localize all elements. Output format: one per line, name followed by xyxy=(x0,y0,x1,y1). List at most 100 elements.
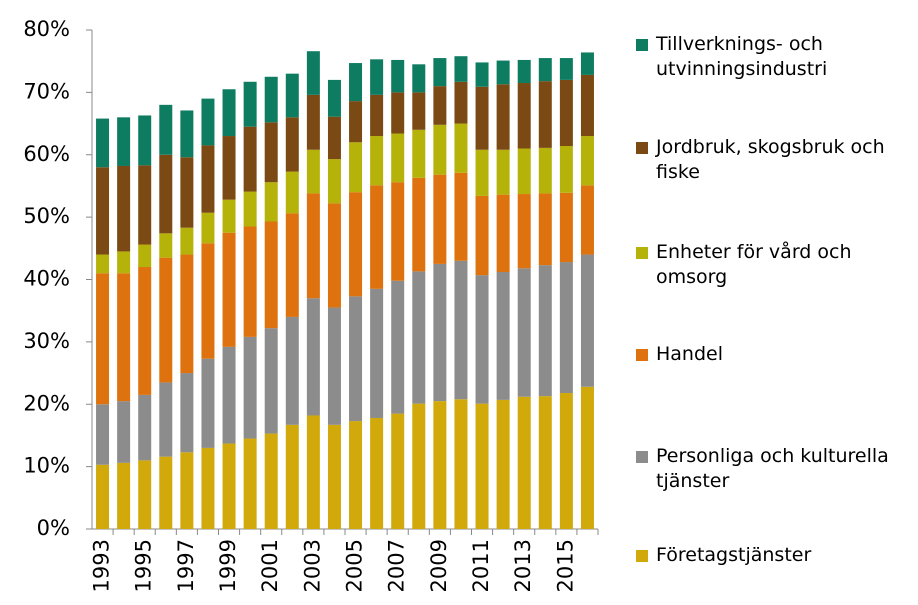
legend-label: Enheter för vård och omsorg xyxy=(656,241,852,288)
legend-swatch xyxy=(636,451,648,463)
bar-segment xyxy=(222,346,236,444)
bar-segment xyxy=(559,393,573,529)
x-tick-label: 2003 xyxy=(300,539,324,592)
legend-label: Personliga och kulturella tjänster xyxy=(656,445,889,492)
bar-segment xyxy=(433,401,447,529)
bar-segment xyxy=(117,117,131,166)
bar-segment xyxy=(475,195,489,276)
legend-swatch xyxy=(636,247,648,259)
bar-segment xyxy=(159,456,173,529)
bar-segment xyxy=(370,185,384,289)
bar-segment xyxy=(454,56,468,82)
bar-segment xyxy=(349,421,363,529)
bar-segment xyxy=(580,136,594,186)
x-tick-label: 2005 xyxy=(343,539,367,592)
bar-segment xyxy=(180,452,194,529)
bar-segment xyxy=(327,79,341,117)
bar-segment xyxy=(580,185,594,255)
bar-segment xyxy=(559,192,573,263)
bar-segment xyxy=(538,58,552,82)
bar-segment xyxy=(517,268,531,397)
bar-segment xyxy=(306,94,320,150)
bar-segment xyxy=(370,59,384,95)
bar-segment xyxy=(391,280,405,414)
bar-segment xyxy=(243,336,257,439)
bar-segment xyxy=(475,275,489,404)
bar-segment xyxy=(306,193,320,299)
bar-segment xyxy=(517,59,531,84)
bar-segment xyxy=(580,386,594,529)
x-tick-label: 2001 xyxy=(258,539,282,592)
bar-segment xyxy=(454,172,468,261)
bar-segment xyxy=(391,133,405,183)
bar-segment xyxy=(370,417,384,529)
bar-segment xyxy=(159,257,173,383)
legend-item: Handel xyxy=(636,342,914,367)
bar-segment xyxy=(243,438,257,529)
bar-segment xyxy=(117,165,131,252)
bar-segment xyxy=(96,167,110,255)
legend-item: Jordbruk, skogsbruk och fiske xyxy=(636,135,914,185)
bar-segment xyxy=(433,58,447,87)
bar-segment xyxy=(412,64,426,93)
bar-segment xyxy=(391,413,405,529)
bar-segment xyxy=(180,254,194,374)
bar-segment xyxy=(285,117,299,172)
bar-segment xyxy=(433,124,447,175)
bar-segment xyxy=(327,203,341,308)
bar-segment xyxy=(222,443,236,529)
bar-segment xyxy=(285,316,299,425)
x-tick-label: 1993 xyxy=(90,539,114,592)
bar-segment xyxy=(285,171,299,214)
bar-segment xyxy=(96,273,110,405)
bar-segment xyxy=(412,129,426,178)
bar-segment xyxy=(391,59,405,93)
bar-segment xyxy=(159,382,173,457)
bar-segment xyxy=(538,193,552,266)
bar-segment xyxy=(559,262,573,394)
legend-item: Personliga och kulturella tjänster xyxy=(636,444,914,494)
bar-segment xyxy=(327,116,341,160)
bar-segment xyxy=(517,83,531,149)
bar-segment xyxy=(222,89,236,137)
bar-segment xyxy=(180,157,194,228)
x-tick-label: 2015 xyxy=(553,539,577,592)
bar-segment xyxy=(222,199,236,233)
x-tick-label: 1995 xyxy=(132,539,156,592)
legend-swatch xyxy=(636,550,648,562)
bar-segment xyxy=(349,142,363,193)
y-tick-label: 30% xyxy=(23,329,70,353)
legend-swatch xyxy=(636,349,648,361)
bar-segment xyxy=(496,272,510,400)
x-tick-label: 2009 xyxy=(427,539,451,592)
legend-label: Jordbruk, skogsbruk och fiske xyxy=(656,136,885,183)
bar-segment xyxy=(475,62,489,87)
x-tick-label: 2011 xyxy=(469,539,493,592)
bar-segment xyxy=(201,358,215,448)
bar-segment xyxy=(580,74,594,137)
bar-segment xyxy=(201,212,215,244)
bar-segment xyxy=(327,424,341,529)
bar-segment xyxy=(559,58,573,80)
bar-segment xyxy=(180,373,194,453)
bar-segment xyxy=(412,92,426,130)
bar-segment xyxy=(370,136,384,186)
bar-segment xyxy=(159,104,173,155)
bar-segment xyxy=(180,227,194,255)
bar-segment xyxy=(264,182,278,222)
bar-segment xyxy=(96,118,110,168)
bar-segment xyxy=(243,81,257,127)
bar-segment xyxy=(517,396,531,529)
bar-segment xyxy=(433,86,447,125)
bar-segment xyxy=(370,288,384,418)
bar-segment xyxy=(496,84,510,150)
bar-segment xyxy=(117,251,131,274)
bar-segment xyxy=(475,403,489,529)
legend-label: Handel xyxy=(656,343,724,365)
bar-segment xyxy=(454,81,468,124)
bar-segment xyxy=(243,126,257,192)
bar-segment xyxy=(138,460,152,529)
bar-segment xyxy=(580,52,594,75)
bar-segment xyxy=(327,307,341,425)
